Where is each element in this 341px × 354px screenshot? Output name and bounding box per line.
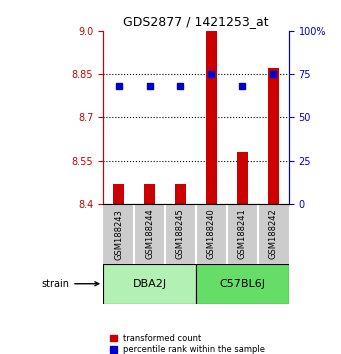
Bar	[175, 184, 186, 204]
Text: GSM188240: GSM188240	[207, 209, 216, 259]
Title: GDS2877 / 1421253_at: GDS2877 / 1421253_at	[123, 15, 269, 28]
Text: GSM188242: GSM188242	[269, 209, 278, 259]
Text: DBA2J: DBA2J	[132, 279, 166, 289]
Bar	[237, 152, 248, 204]
FancyBboxPatch shape	[103, 264, 196, 304]
Legend: transformed count, percentile rank within the sample: transformed count, percentile rank withi…	[107, 331, 268, 354]
Bar	[268, 68, 279, 204]
Text: GSM188245: GSM188245	[176, 209, 185, 259]
Bar	[144, 184, 155, 204]
Text: GSM188241: GSM188241	[238, 209, 247, 259]
Text: GSM188244: GSM188244	[145, 209, 154, 259]
Text: GSM188243: GSM188243	[114, 209, 123, 259]
Bar	[113, 184, 124, 204]
Bar	[206, 30, 217, 204]
FancyBboxPatch shape	[196, 264, 289, 304]
Text: C57BL6J: C57BL6J	[219, 279, 265, 289]
Text: strain: strain	[41, 279, 99, 289]
